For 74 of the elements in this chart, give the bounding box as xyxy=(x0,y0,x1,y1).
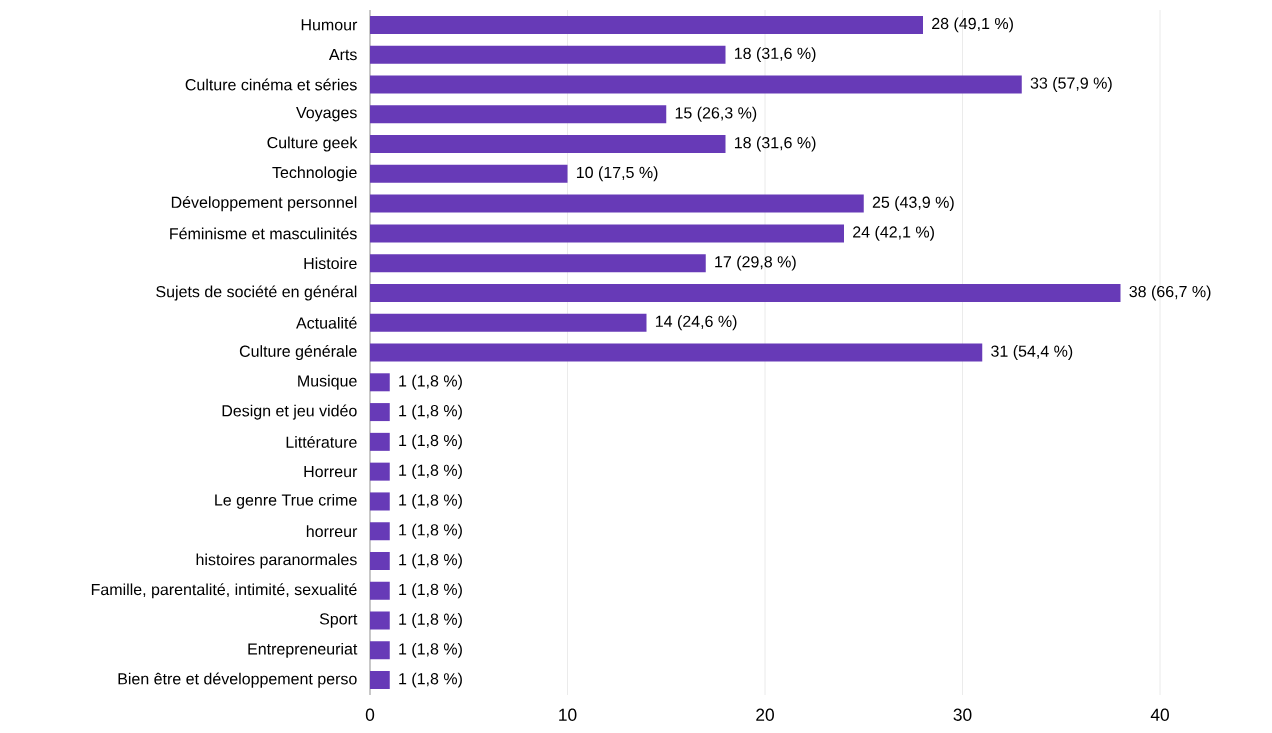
y-tick-label: Arts xyxy=(328,49,357,61)
bar xyxy=(370,105,667,124)
bar xyxy=(370,432,390,451)
data-label: 1 (1,8 %) xyxy=(399,613,462,628)
bar xyxy=(370,254,706,273)
x-tick-label: 40 xyxy=(1150,708,1169,721)
x-tick-label: 20 xyxy=(756,708,774,721)
bar xyxy=(370,135,726,154)
bar xyxy=(370,611,390,630)
data-label: 28 (49,1 %) xyxy=(932,17,1013,33)
data-label: 10 (17,5 %) xyxy=(576,166,658,182)
y-tick-label: Musique xyxy=(298,374,357,390)
y-tick-label: Développement personnel xyxy=(171,196,357,212)
bar xyxy=(370,462,390,481)
data-label: 17 (29,8 %) xyxy=(715,255,796,271)
x-tick-label: 0 xyxy=(365,708,375,721)
y-tick-label: Humour xyxy=(301,19,358,31)
data-label: 1 (1,8 %) xyxy=(399,493,462,509)
y-tick-label: Culture geek xyxy=(267,136,358,152)
bar xyxy=(370,313,647,332)
y-tick-label: Horreur xyxy=(304,466,358,478)
data-label: 1 (1,8 %) xyxy=(399,404,462,420)
data-label: 33 (57,9 %) xyxy=(1030,77,1112,92)
y-tick-label: horreur xyxy=(306,525,358,538)
bar xyxy=(370,194,864,213)
bar xyxy=(370,581,390,600)
y-tick-label: Entrepreneuriat xyxy=(248,642,358,658)
y-tick-label: Le genre True crime xyxy=(215,493,357,509)
y-tick-label: Voyages xyxy=(296,107,357,122)
data-label: 24 (42,1 %) xyxy=(853,225,934,241)
bar xyxy=(370,15,923,34)
data-label: 31 (54,4 %) xyxy=(991,345,1073,360)
data-label: 25 (43,9 %) xyxy=(872,196,954,212)
data-label: 1 (1,8 %) xyxy=(399,642,462,658)
bar xyxy=(370,343,983,362)
y-tick-label: Design et jeu vidéo xyxy=(222,404,357,420)
bar xyxy=(370,164,568,183)
bar xyxy=(370,551,390,570)
data-label: 18 (31,6 %) xyxy=(734,47,816,63)
y-tick-label: Bien être et développement perso xyxy=(118,672,357,688)
data-label: 1 (1,8 %) xyxy=(399,583,462,599)
y-tick-label: Sport xyxy=(319,613,358,628)
x-tick-label: 30 xyxy=(953,708,972,721)
bar xyxy=(370,373,390,392)
data-label: 38 (66,7 %) xyxy=(1129,285,1211,301)
y-tick-label: Féminisme et masculinités xyxy=(170,227,357,240)
y-tick-label: Littérature xyxy=(286,435,357,448)
y-tick-label: Actualité xyxy=(296,316,357,329)
bar xyxy=(370,492,390,511)
data-label: 1 (1,8 %) xyxy=(399,434,462,450)
y-tick-label: Culture générale xyxy=(239,344,357,361)
x-tick-label: 10 xyxy=(559,708,577,721)
bar xyxy=(370,522,390,541)
y-tick-label: Culture cinéma et séries xyxy=(185,78,357,91)
data-label: 1 (1,8 %) xyxy=(399,464,462,480)
bar xyxy=(370,45,726,64)
y-tick-label: Histoire xyxy=(304,257,357,270)
data-label: 15 (26,3 %) xyxy=(675,106,757,122)
bar xyxy=(370,283,1121,302)
bar xyxy=(370,641,390,660)
data-label: 1 (1,8 %) xyxy=(399,523,462,539)
y-tick-label: Famille, parentalité, intimité, sexualité xyxy=(91,583,357,599)
bar xyxy=(370,671,390,690)
y-tick-label: Technologie xyxy=(272,166,357,182)
bar xyxy=(370,75,1022,94)
y-tick-label: Sujets de société en général xyxy=(156,285,357,301)
data-label: 1 (1,8 %) xyxy=(399,553,462,569)
y-tick-label: histoires paranormales xyxy=(196,553,357,569)
data-label: 18 (31,6 %) xyxy=(734,136,816,152)
bar xyxy=(370,403,390,422)
bar xyxy=(370,224,844,243)
data-label: 14 (24,6 %) xyxy=(655,315,737,331)
data-label: 1 (1,8 %) xyxy=(399,672,462,688)
data-label: 1 (1,8 %) xyxy=(399,374,462,390)
